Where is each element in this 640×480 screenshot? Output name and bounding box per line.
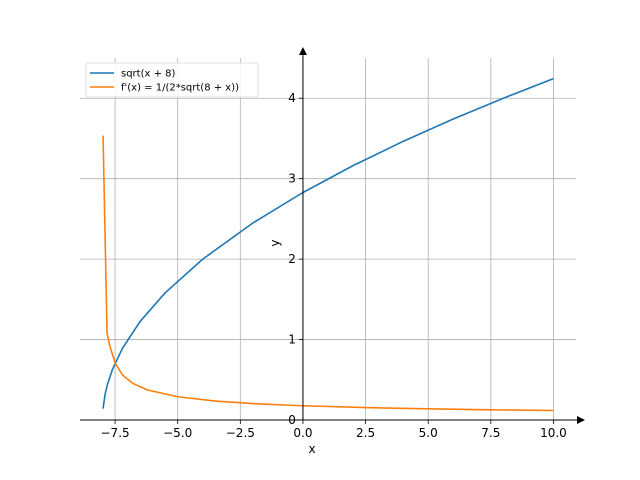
y-axis-arrow <box>298 47 307 55</box>
x-axis-arrow <box>577 416 585 424</box>
x-axis-label: x <box>308 442 315 456</box>
legend-label-2: f'(x) = 1/(2*sqrt(8 + x)) <box>121 83 239 94</box>
series-line-1 <box>102 77 554 409</box>
x-tick-label: 5.0 <box>419 426 438 440</box>
legend-box <box>85 62 259 98</box>
legend: sqrt(x + 8) f'(x) = 1/(2*sqrt(8 + x)) <box>85 62 259 98</box>
y-tick-label: 0 <box>288 413 296 427</box>
x-tick-label: 10.0 <box>540 426 567 440</box>
series-layer <box>102 77 554 412</box>
x-tick-label: 0.0 <box>293 426 312 440</box>
y-tick-label: 2 <box>288 252 296 266</box>
axes <box>80 47 585 424</box>
legend-label-1: sqrt(x + 8) <box>121 69 176 80</box>
ticks: −7.5 −5.0 −2.5 0.0 2.5 5.0 7.5 10.0 0 1 2 3 4 <box>101 91 567 440</box>
y-tick-label: 1 <box>288 333 296 347</box>
x-tick-label: −2.5 <box>226 426 255 440</box>
y-axis-label: y <box>268 239 282 246</box>
y-tick-label: 4 <box>288 91 296 105</box>
y-tick-label: 3 <box>288 172 296 186</box>
x-tick-label: −5.0 <box>163 426 192 440</box>
x-tick-label: 7.5 <box>481 426 500 440</box>
x-tick-label: −7.5 <box>101 426 130 440</box>
series-line-2 <box>102 135 554 412</box>
grid <box>80 58 576 421</box>
x-tick-label: 2.5 <box>356 426 375 440</box>
